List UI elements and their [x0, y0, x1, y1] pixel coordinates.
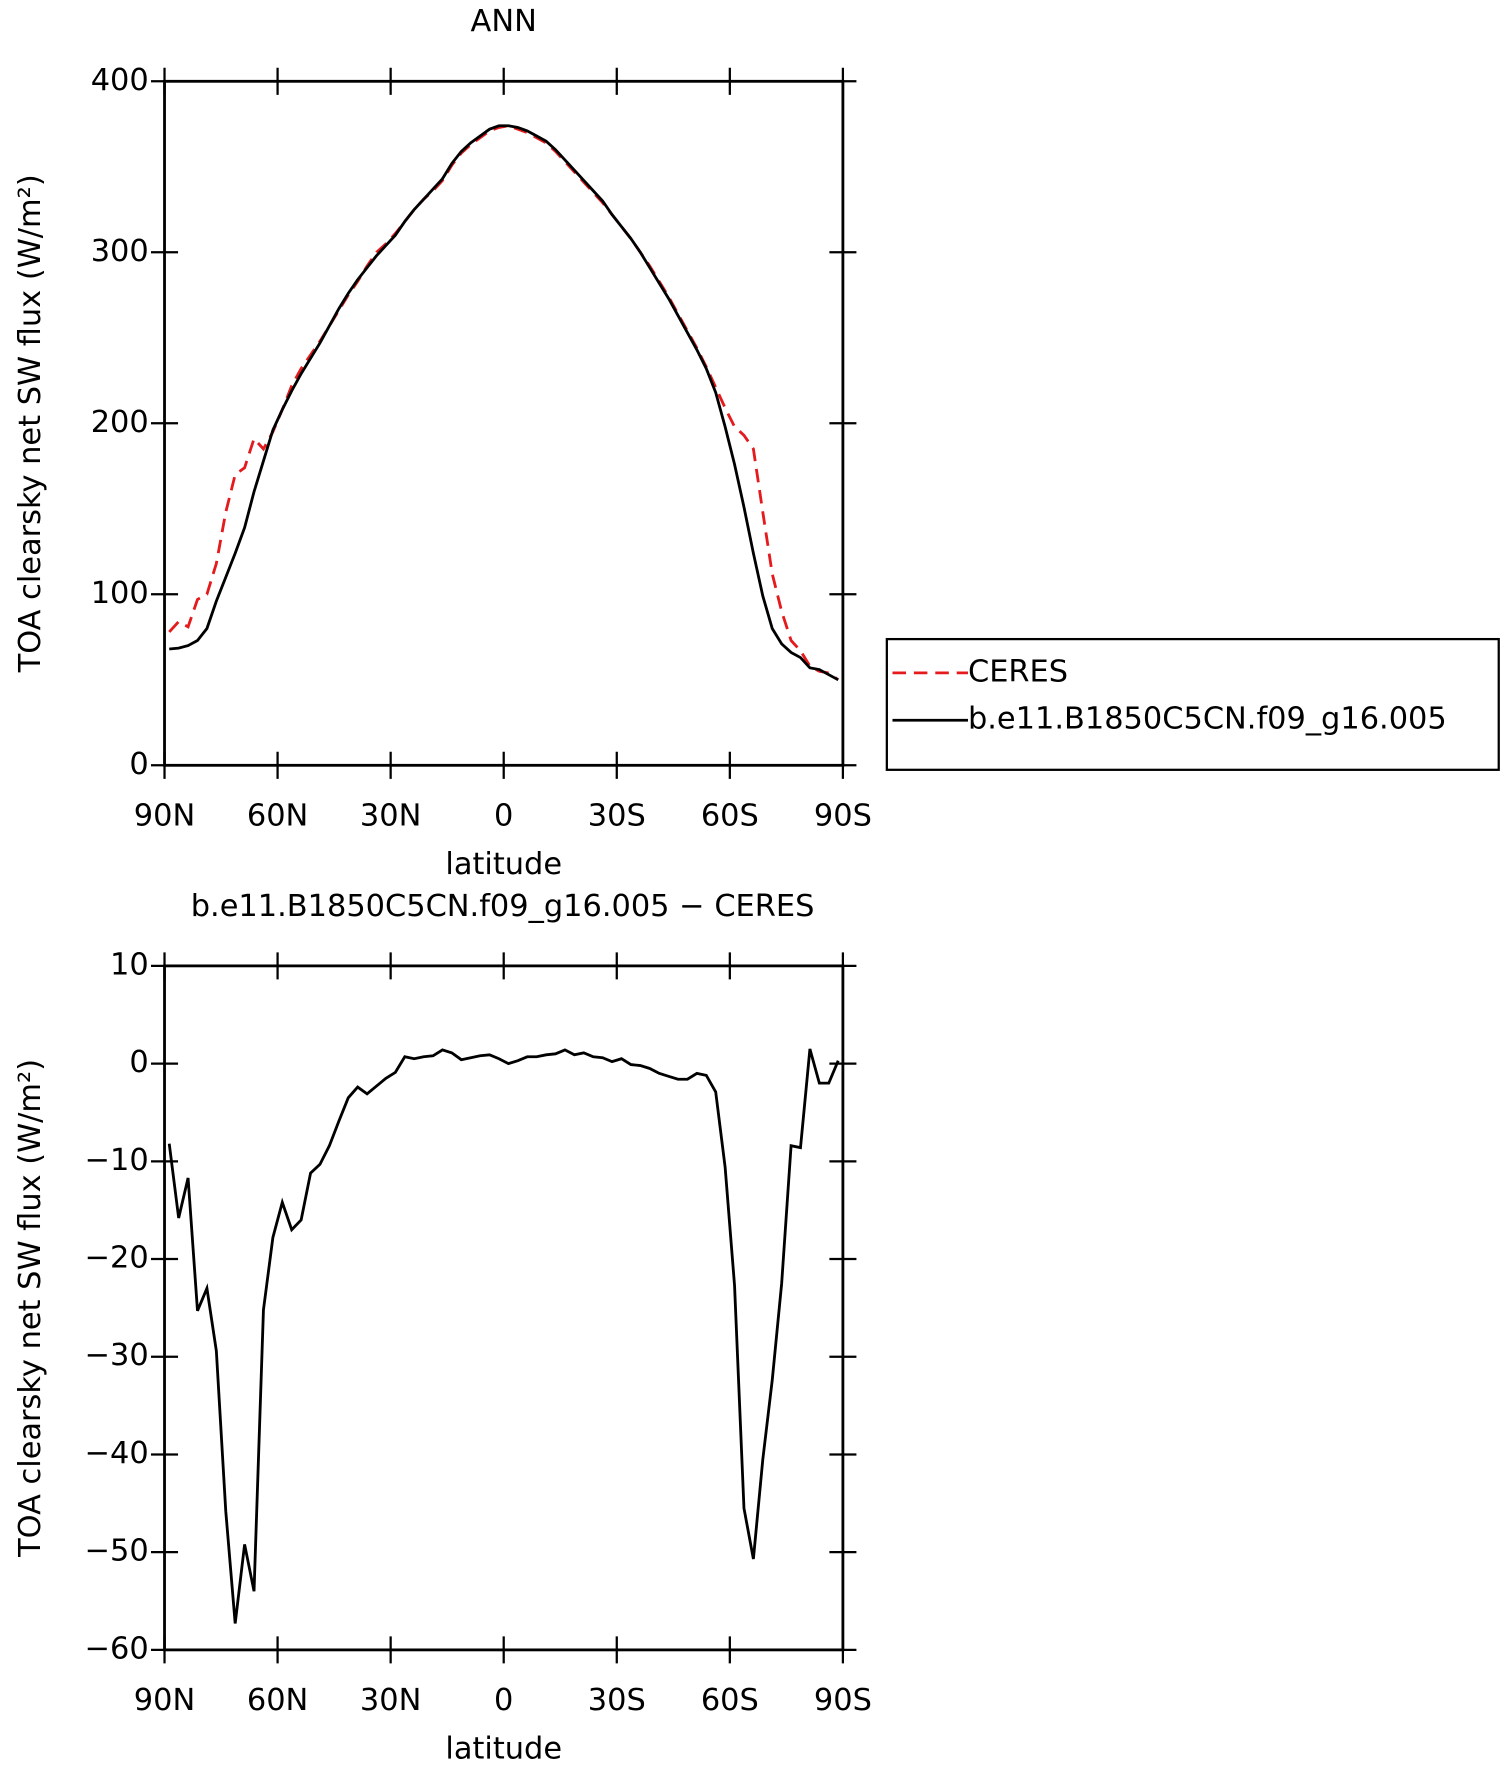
y-tick-label: −40	[85, 1436, 149, 1471]
y-tick-label: 10	[110, 947, 149, 982]
y-tick-label: −50	[85, 1534, 149, 1569]
x-tick-label: 60N	[247, 1683, 308, 1718]
x-axis-label: latitude	[445, 1732, 562, 1765]
series-line	[167, 1048, 840, 1624]
legend-label: b.e11.B1850C5CN.f09_g16.005	[968, 702, 1447, 737]
legend-label: CERES	[968, 654, 1068, 689]
x-tick-label: 0	[494, 1683, 513, 1718]
y-tick-label: −10	[85, 1143, 149, 1178]
chart-title: b.e11.B1850C5CN.f09_g16.005 − CERES	[191, 889, 815, 924]
x-axis-label: latitude	[445, 847, 562, 882]
x-tick-label: 60S	[701, 799, 759, 834]
y-tick-label: 200	[91, 405, 149, 440]
y-tick-label: −20	[85, 1241, 149, 1276]
y-tick-label: 300	[91, 234, 149, 269]
x-tick-label: 90S	[814, 799, 872, 834]
y-tick-label: 0	[129, 1045, 148, 1080]
y-axis-label: TOA clearsky net SW flux (W/m²)	[13, 1059, 48, 1558]
x-tick-label: 0	[494, 799, 513, 834]
x-tick-label: 90N	[134, 799, 195, 834]
x-tick-label: 30S	[588, 799, 646, 834]
legend-box	[885, 637, 1500, 771]
y-axis-label: TOA clearsky net SW flux (W/m²)	[13, 174, 48, 673]
y-tick-label: −30	[85, 1338, 149, 1373]
series-line	[168, 124, 840, 681]
x-tick-label: 30N	[360, 1683, 421, 1718]
x-tick-label: 30N	[360, 799, 421, 834]
y-tick-label: 100	[91, 576, 149, 611]
x-tick-label: 60S	[701, 1683, 759, 1718]
y-tick-label: 400	[91, 63, 149, 98]
y-tick-label: 0	[129, 747, 148, 782]
x-tick-label: 60N	[247, 799, 308, 834]
x-tick-label: 30S	[588, 1683, 646, 1718]
x-tick-label: 90S	[814, 1683, 872, 1718]
y-tick-label: −60	[85, 1631, 149, 1666]
series-line	[169, 124, 839, 682]
x-tick-label: 90N	[134, 1683, 195, 1718]
plot-frame	[163, 79, 845, 767]
chart-title: ANN	[471, 4, 537, 39]
plot-frame	[163, 964, 845, 1652]
